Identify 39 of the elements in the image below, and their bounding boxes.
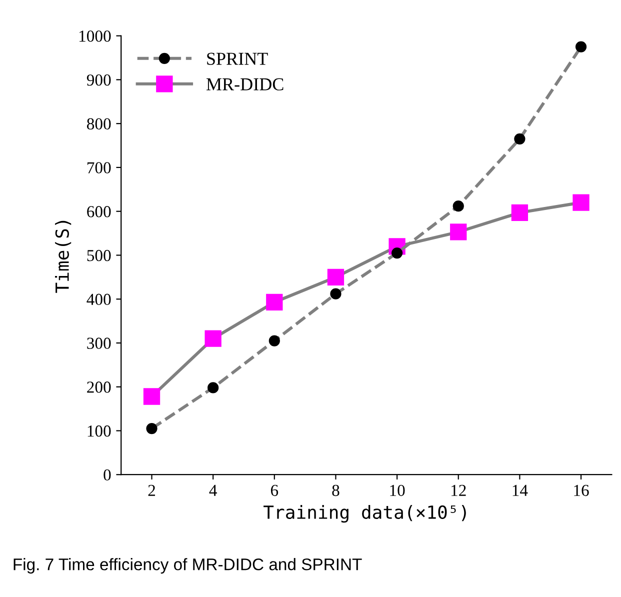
point	[146, 422, 158, 434]
point	[572, 194, 590, 211]
point	[391, 247, 403, 259]
x-tick-label: 16	[574, 484, 589, 496]
y-tick-label: 500	[87, 250, 111, 262]
point	[452, 200, 464, 212]
y-tick-label: 1000	[80, 30, 111, 42]
y-tick-label: 600	[87, 206, 111, 218]
y-tick-label: 200	[87, 382, 111, 393]
caption: Fig. 7 Time efficiency of MR-DIDC and SPRINT	[14, 558, 362, 574]
x-tick-label: 10	[390, 484, 405, 496]
x-tick-label: 2	[148, 484, 156, 496]
point	[143, 388, 160, 405]
x-tick-label: 6	[270, 484, 278, 496]
y-tick-label: 400	[86, 294, 111, 306]
y-axis-title: Time(S)	[55, 220, 72, 293]
x-tick-label: 4	[209, 484, 217, 496]
point	[514, 133, 526, 144]
legend-label: MR-DIDC	[206, 78, 284, 90]
point	[327, 268, 344, 286]
x-tick-label: 14	[512, 484, 528, 496]
point	[266, 294, 283, 310]
point	[330, 288, 342, 300]
x-axis-title: Training data(×10⁵)	[264, 505, 466, 523]
y-tick-label: 700	[87, 162, 111, 174]
point	[575, 41, 587, 52]
y-tick-label: 300	[87, 338, 111, 349]
y-tick-label: 100	[88, 425, 111, 437]
y-tick-label: 0	[104, 469, 111, 481]
legend-label: SPRINT	[207, 52, 268, 65]
y-tick-label: 900	[86, 74, 111, 86]
point	[511, 204, 528, 221]
x-tick-label: 8	[332, 484, 340, 496]
y-tick-label: 800	[87, 118, 111, 130]
point	[208, 382, 219, 394]
x-tick-label: 12	[452, 484, 466, 496]
point	[204, 330, 222, 347]
point	[268, 335, 280, 346]
point	[450, 224, 467, 240]
